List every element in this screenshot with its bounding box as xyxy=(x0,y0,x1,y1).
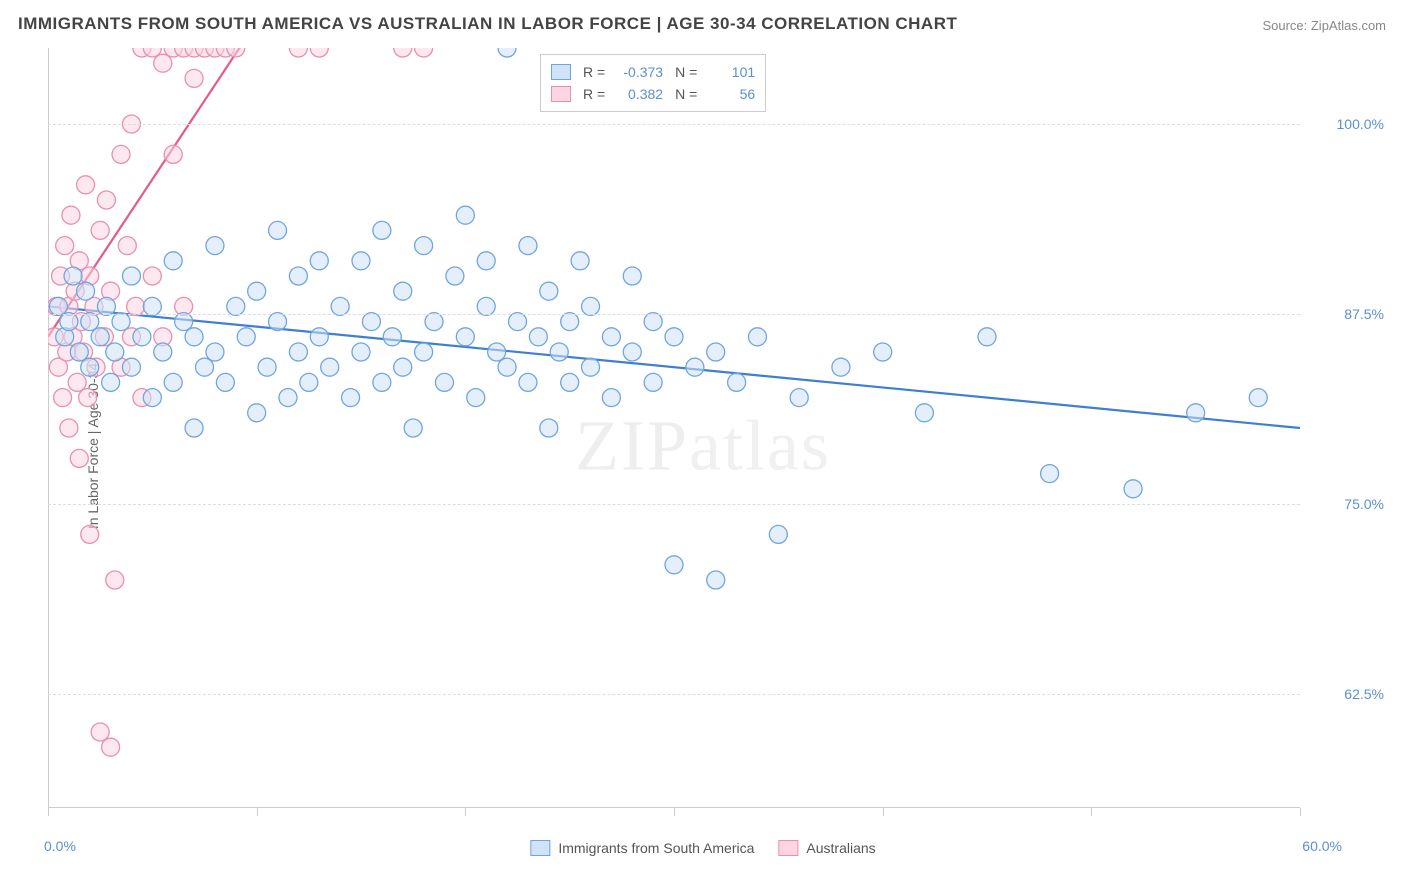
x-tick xyxy=(883,808,884,816)
legend-row: R = 0.382 N = 56 xyxy=(551,83,755,105)
x-max-label: 60.0% xyxy=(1302,838,1342,854)
legend-label: Australians xyxy=(806,840,875,856)
x-tick xyxy=(48,808,49,816)
grid-line xyxy=(48,314,1300,315)
y-tick-label: 62.5% xyxy=(1344,686,1384,702)
grid-line xyxy=(48,504,1300,505)
r-value: -0.373 xyxy=(611,61,663,83)
legend-swatch-icon xyxy=(778,840,798,856)
x-tick xyxy=(465,808,466,816)
legend-row: R = -0.373 N = 101 xyxy=(551,61,755,83)
legend-item: Immigrants from South America xyxy=(530,840,754,856)
x-tick xyxy=(257,808,258,816)
x-tick xyxy=(1300,808,1301,816)
y-tick-label: 87.5% xyxy=(1344,306,1384,322)
n-value: 56 xyxy=(703,83,755,105)
y-tick-label: 100.0% xyxy=(1337,116,1384,132)
correlation-legend: R = -0.373 N = 101 R = 0.382 N = 56 xyxy=(540,54,766,112)
chart-title: IMMIGRANTS FROM SOUTH AMERICA VS AUSTRAL… xyxy=(18,14,957,34)
legend-item: Australians xyxy=(778,840,875,856)
source-label: Source: ZipAtlas.com xyxy=(1262,18,1386,33)
legend-label: Immigrants from South America xyxy=(558,840,754,856)
y-tick-label: 75.0% xyxy=(1344,496,1384,512)
x-tick xyxy=(1091,808,1092,816)
legend-swatch-icon xyxy=(530,840,550,856)
grid-line xyxy=(48,694,1300,695)
n-value: 101 xyxy=(703,61,755,83)
legend-swatch-icon xyxy=(551,86,571,102)
x-tick xyxy=(674,808,675,816)
series-legend: Immigrants from South America Australian… xyxy=(530,840,875,856)
grid-line xyxy=(48,124,1300,125)
r-value: 0.382 xyxy=(611,83,663,105)
x-min-label: 0.0% xyxy=(44,838,76,854)
legend-swatch-icon xyxy=(551,64,571,80)
